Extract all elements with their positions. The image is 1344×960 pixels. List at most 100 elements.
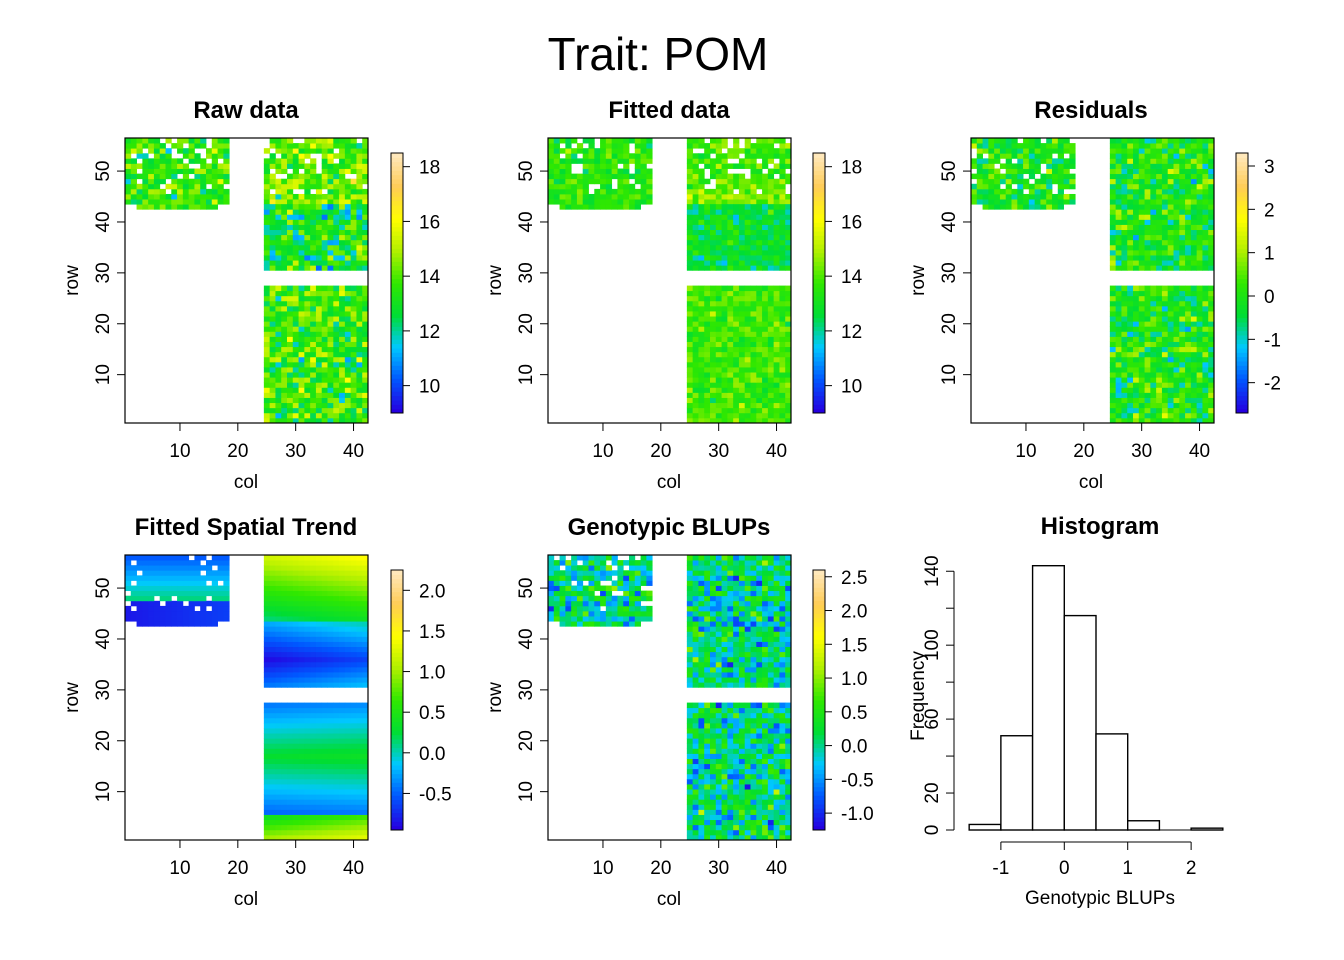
heatmap-cell <box>611 188 618 195</box>
heatmap-cell <box>333 605 340 612</box>
heatmap-cell <box>356 300 363 307</box>
heatmap-cell <box>750 219 757 225</box>
heatmap-cell <box>1133 138 1140 144</box>
heatmap-cell <box>1109 158 1117 164</box>
heatmap-cell <box>721 316 728 322</box>
heatmap-cell <box>1185 239 1192 246</box>
heatmap-cell <box>148 616 155 622</box>
heatmap-cell <box>217 143 224 149</box>
heatmap-cell <box>1179 249 1186 256</box>
heatmap-cell <box>698 193 705 200</box>
heatmap-cell <box>756 361 763 368</box>
heatmap-cell <box>333 183 340 190</box>
heatmap-cell <box>287 778 294 785</box>
heatmap-cell <box>269 758 276 765</box>
colorbar-tick-label: 0 <box>1264 287 1275 308</box>
heatmap-cell <box>310 595 317 602</box>
heatmap-cell <box>686 361 694 368</box>
heatmap-cell <box>269 616 276 622</box>
heatmap-cell <box>767 193 775 200</box>
heatmap-cell <box>1109 326 1117 332</box>
heatmap-cell <box>744 199 751 205</box>
heatmap-cell <box>1202 417 1209 424</box>
heatmap-cell <box>153 183 161 190</box>
heatmap-cell <box>744 331 751 337</box>
heatmap-cell <box>321 824 328 831</box>
heatmap-cell <box>565 138 572 144</box>
x-tick-label: 10 <box>1015 441 1036 462</box>
heatmap-cell <box>1150 173 1157 180</box>
heatmap-cell <box>287 616 294 622</box>
heatmap-cell <box>159 616 166 622</box>
heatmap-cell <box>327 590 334 597</box>
heatmap-cell <box>263 255 271 261</box>
heatmap-cell <box>362 397 369 404</box>
heatmap-cell <box>999 138 1007 144</box>
heatmap-cell <box>339 819 346 826</box>
heatmap-cell <box>356 311 363 317</box>
heatmap-cell <box>298 575 305 581</box>
heatmap-cell <box>182 199 190 205</box>
heatmap-cell <box>704 402 711 409</box>
colorbar-step <box>391 361 403 366</box>
heatmap-cell <box>298 758 305 765</box>
heatmap-cell <box>136 188 143 195</box>
heatmap-cell <box>315 799 323 805</box>
heatmap-cell <box>779 219 786 225</box>
heatmap-cell <box>1202 183 1209 190</box>
heatmap-cell <box>738 372 746 378</box>
heatmap-cell <box>629 138 636 144</box>
heatmap-cell <box>327 331 334 337</box>
heatmap-cell <box>292 300 299 307</box>
heatmap-cell <box>350 351 357 358</box>
heatmap-cell <box>692 239 699 246</box>
heatmap-cell <box>1127 361 1134 368</box>
heatmap-cell <box>344 255 352 261</box>
heatmap-cell <box>315 193 323 200</box>
heatmap-cell <box>304 300 311 307</box>
heatmap-cell <box>194 158 201 164</box>
heatmap-cell <box>321 239 328 246</box>
heatmap-cell <box>744 305 751 312</box>
heatmap-cell <box>1138 178 1145 185</box>
heatmap-cell <box>1127 300 1134 307</box>
heatmap-cell <box>744 367 751 373</box>
heatmap-cell <box>281 758 288 765</box>
heatmap-cell <box>1202 244 1209 251</box>
heatmap-cell <box>350 188 357 195</box>
heatmap-cell <box>733 351 740 358</box>
heatmap-cell <box>310 585 317 592</box>
heatmap-cell <box>217 585 224 592</box>
heatmap-cell <box>692 285 699 292</box>
heatmap-cell <box>1179 178 1186 185</box>
heatmap-cell <box>767 361 775 368</box>
heatmap-cell <box>356 702 363 709</box>
heatmap-cell <box>315 829 323 836</box>
heatmap-cell <box>333 163 340 169</box>
heatmap-cell <box>576 204 584 210</box>
heatmap-cell <box>269 814 276 821</box>
heatmap-cell <box>1127 214 1134 220</box>
heatmap-cell <box>1167 316 1174 322</box>
heatmap-cell <box>1133 204 1140 210</box>
heatmap-cell <box>356 646 363 653</box>
heatmap-cell <box>263 285 271 292</box>
heatmap-cell <box>762 412 769 419</box>
heatmap-cell <box>344 824 352 831</box>
heatmap-cell <box>692 361 699 368</box>
heatmap-cell <box>582 183 589 190</box>
heatmap-cell <box>310 239 317 246</box>
heatmap-cell <box>350 244 357 251</box>
heatmap-cell <box>605 183 613 190</box>
heatmap-cell <box>287 367 294 373</box>
heatmap-cell <box>738 412 746 419</box>
heatmap-cell <box>263 636 271 642</box>
heatmap-cell <box>217 199 224 205</box>
heatmap-cell <box>327 377 334 383</box>
heatmap-cell <box>756 234 763 241</box>
heatmap-cell <box>1138 249 1145 256</box>
heatmap-cell <box>315 641 323 648</box>
heatmap-cell <box>710 224 717 231</box>
heatmap-cell <box>1156 372 1163 378</box>
heatmap-cell <box>281 773 288 780</box>
